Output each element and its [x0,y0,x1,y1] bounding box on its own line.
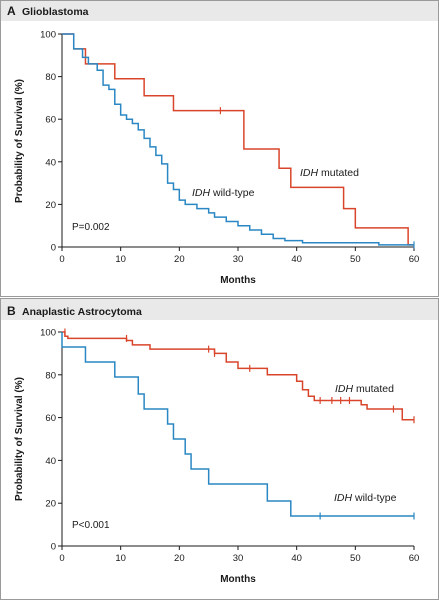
y-tick-label: 100 [40,30,56,41]
y-tick-label: 60 [45,115,56,126]
series-label-wildtype: IDH wild-type [334,492,397,504]
y-tick-label: 80 [45,370,56,381]
x-tick-label: 30 [233,553,244,564]
y-tick-label: 20 [45,200,56,211]
panel-anaplastic-astrocytoma: B Anaplastic Astrocytoma 0 20 40 60 80 100 0 10… [0,298,439,600]
survival-curve-wildtype [62,33,414,246]
y-tick-label: 40 [45,157,56,168]
x-tick-label: 30 [233,254,244,265]
x-axis-title: Months [220,574,256,585]
panel-b-letter: B [7,304,16,318]
plot-area-a: 0 20 40 60 80 100 0 10 20 30 40 50 60 Months Probabili… [14,30,419,287]
panel-b-header [1,299,438,320]
y-axis-title: Probability of Survival (%) [14,79,25,203]
y-axis-title: Probability of Survival (%) [14,377,25,501]
x-tick-label: 50 [350,553,361,564]
panel-b-title: Anaplastic Astrocytoma [22,306,142,318]
p-value: P<0.001 [72,520,110,531]
series-label-wildtype: IDH wild-type [192,187,255,199]
survival-curve-mutated [62,33,414,246]
plot-area-b: 0 20 40 60 80 100 0 10 20 30 40 50 60 Months Probabili… [14,328,419,586]
series-label-mutated: IDH mutated [300,167,359,179]
x-tick-label: 60 [409,553,420,564]
y-tick-label: 100 [40,328,56,339]
y-tick-label: 80 [45,72,56,83]
series-label-mutated: IDH mutated [335,383,394,395]
x-tick-label: 60 [409,254,420,265]
panel-a-header [1,1,438,21]
panel-glioblastoma: A Glioblastoma 0 20 40 60 80 100 0 10 20 30 40 50 60… [0,0,439,297]
x-tick-label: 10 [115,553,126,564]
x-tick-label: 40 [291,553,302,564]
x-tick-label: 40 [291,254,302,265]
survival-curve-wildtype [61,332,414,517]
y-tick-label: 20 [45,499,56,510]
panel-b-frame [0,298,439,600]
p-value: P=0.002 [72,222,110,233]
y-tick-label: 0 [51,243,56,254]
x-axis-title: Months [220,275,256,286]
x-tick-label: 20 [174,254,185,265]
panel-a-letter: A [7,4,16,18]
panel-a-title: Glioblastoma [22,6,89,18]
x-tick-label: 10 [115,254,126,265]
x-tick-label: 20 [174,553,185,564]
y-tick-label: 0 [51,542,56,553]
y-tick-label: 60 [45,413,56,424]
panel-a-frame [0,0,439,297]
x-tick-label: 50 [350,254,361,265]
y-tick-label: 40 [45,456,56,467]
x-tick-label: 0 [59,553,64,564]
x-tick-label: 0 [59,254,64,265]
